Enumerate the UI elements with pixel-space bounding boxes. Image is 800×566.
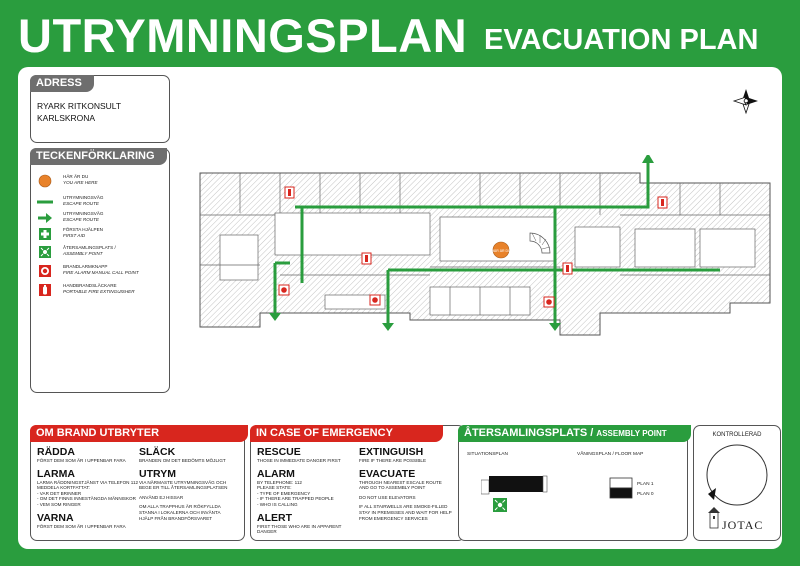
legend-text-en: FIRST AID: [63, 232, 86, 238]
instruction-heading: EXTINGUISH: [359, 446, 424, 458]
legend-text-en: ESCAPE ROUTE: [63, 216, 99, 222]
you-are-here-marker: HÄR ÄR DU: [491, 241, 511, 259]
inspection-stamp-circle: [706, 444, 768, 506]
instruction-text: BRANDEN OM DET BEDÖMTS MÖJLIGT: [139, 458, 226, 463]
instruction-text: FÖRST DEM SOM ÄR I UPPENBAR FARA: [37, 523, 126, 529]
instruction-text: FIRE IF THERE ARE POSSIBLE: [359, 458, 427, 463]
fire-instructions-box: OM BRAND UTBRYTER RÄDDA FÖRST DEM SOM ÄR…: [30, 425, 248, 541]
inspection-box: KONTROLLERAD JOTAC: [693, 425, 781, 541]
legend-text-sv: FÖRSTA HJÄLPEN: [63, 227, 103, 232]
instruction-heading: VARNA: [37, 511, 74, 524]
fire-extinguisher-icon: [657, 196, 668, 209]
instruction-text: ANVÄND EJ HISSAR: [139, 494, 184, 500]
legend-text-en: YOU ARE HERE: [63, 179, 98, 185]
fire-extinguisher-icon: [562, 262, 573, 275]
instruction-heading: RÄDDA: [37, 446, 75, 458]
address-line-1: RYARK RITKONSULT: [37, 101, 122, 111]
instruction-text: THOSE IN IMMEDIATE DANGER FIRST: [257, 458, 341, 463]
legend-text-sv: HANDBRANDSLÄCKARE: [63, 283, 117, 288]
escape-route-line-icon: [37, 200, 53, 204]
assembly-point-icon: [493, 498, 507, 512]
address-box: ADRESS RYARK RITKONSULT KARLSKRONA: [30, 75, 170, 143]
fire-alarm-icon: [369, 294, 381, 306]
instruction-heading: EVACUATE: [359, 467, 416, 480]
instruction-text: THROUGH NEAREST ESCALE ROUTE AND GO TO A…: [359, 479, 442, 491]
plan-1-label: PLAN 1: [637, 482, 654, 487]
title-english: EVACUATION PLAN: [484, 24, 759, 56]
instruction-text: BY TELEPHONE: 112 PLEASE STATE: - TYPE O…: [257, 479, 334, 507]
instruction-heading: SLÄCK: [139, 446, 176, 458]
fire-extinguisher-icon: [284, 186, 295, 199]
arrow-down-icon: [382, 323, 394, 331]
instruction-heading: UTRYM: [139, 467, 176, 480]
legend-text-sv: HÄR ÄR DU: [63, 174, 89, 179]
inspection-label: KONTROLLERAD: [712, 432, 762, 438]
fire-extinguisher-icon: [39, 284, 51, 296]
building-outline: [199, 172, 771, 336]
jotac-logo-icon: [708, 507, 720, 529]
instruction-text: FÖRST DEM SOM ÄR I UPPENBAR FARA: [37, 458, 126, 463]
legend-text-en: ASSEMBLY POINT: [63, 250, 103, 256]
plan-panel: ADRESS RYARK RITKONSULT KARLSKRONA TECKE…: [18, 67, 782, 549]
map-extinguishers: [284, 186, 668, 275]
north-arrow-icon: [732, 89, 758, 115]
escape-route-arrow-icon: [38, 213, 52, 223]
emergency-instructions-title: IN CASE OF EMERGENCY: [250, 425, 443, 442]
legend-text-en: ESCAPE ROUTE: [63, 200, 99, 206]
situation-plan-map: [481, 475, 548, 512]
fire-alarm-icon: [278, 284, 290, 296]
instruction-text: LARMA RÄDDNINGSTJÄNST VIA TELEFON 112 ME…: [37, 479, 139, 507]
fire-alarm-icon: [39, 265, 51, 277]
address-title: ADRESS: [30, 75, 94, 92]
floor-level-diagram: [609, 477, 633, 499]
arrow-up-icon: [642, 155, 654, 163]
legend-title: TECKENFÖRKLARING: [30, 148, 167, 165]
you-are-here-label: HÄR ÄR DU: [491, 249, 511, 253]
instruction-heading: RESCUE: [257, 446, 301, 458]
instruction-text: VIA NÄRMASTE UTRYMNINGSVÄG OCH BEGE ER T…: [139, 479, 228, 491]
instruction-text: FIRST THOSE WHO ARE IN APPARENT DANGER: [257, 523, 342, 535]
legend-box: TECKENFÖRKLARING HÄR ÄR DU YOU ARE HERE U…: [30, 148, 170, 393]
jotac-logo-text: JOTAC: [722, 518, 764, 532]
instruction-heading: ALARM: [257, 467, 295, 480]
legend-text-sv: BRANDLARMKNAPP: [63, 264, 108, 269]
instruction-text: IF ALL STAIRWELLS ARE SMOKE-FILLED STAY …: [359, 504, 452, 521]
instruction-heading: LARMA: [37, 467, 75, 480]
fire-alarm-icon: [543, 296, 555, 308]
assembly-title-en: ASSEMBLY POINT: [596, 429, 667, 438]
you-are-here-icon: [38, 174, 52, 188]
plan-0-label: PLAN 0: [637, 492, 654, 497]
floor-map: HÄR ÄR DU: [199, 155, 771, 336]
arrow-down-icon: [269, 313, 281, 321]
legend-text-en: FIRE ALARM MANUAL CALL POINT: [63, 269, 139, 275]
assembly-point-title: ÅTERSAMLINGSPLATS / ASSEMBLY POINT: [458, 425, 691, 442]
escape-routes: [273, 163, 720, 323]
title-swedish: UTRYMNINGSPLAN: [18, 9, 468, 62]
assembly-point-icon: [39, 246, 51, 258]
assembly-title-sv: ÅTERSAMLINGSPLATS /: [464, 427, 594, 439]
assembly-point-box: ÅTERSAMLINGSPLATS / ASSEMBLY POINT SITUA…: [458, 425, 691, 541]
map-fire-alarms: [278, 284, 555, 308]
instruction-heading: ALERT: [257, 511, 292, 524]
legend-text-sv: UTRYMNINGSVÄG: [63, 195, 104, 200]
legend-text-en: PORTABLE FIRE EXTINGUISHER: [63, 288, 135, 294]
first-aid-icon: [39, 228, 51, 240]
fire-instructions-title: OM BRAND UTBRYTER: [30, 425, 248, 442]
legend-text-sv: UTRYMNINGSVÄG: [63, 211, 104, 216]
floor-map-label: VÅNINGSPLAN / FLOOR MAP: [577, 452, 644, 457]
address-line-2: KARLSKRONA: [37, 113, 96, 123]
fire-extinguisher-icon: [361, 252, 372, 265]
instruction-text: DO NOT USE ELEVATORS: [359, 494, 416, 500]
emergency-instructions-box: IN CASE OF EMERGENCY RESCUE THOSE IN IMM…: [250, 425, 465, 541]
legend-text-sv: ÅTERSAMLINGSPLATS /: [63, 245, 116, 250]
arrow-down-icon: [549, 323, 561, 331]
escape-route-arrows: [269, 155, 654, 331]
situation-plan-label: SITUATIONSPLAN: [467, 452, 508, 457]
instruction-text: OM ALLA TRAPPHUS ÄR RÖKFYLLDA STANNA I L…: [139, 504, 221, 521]
